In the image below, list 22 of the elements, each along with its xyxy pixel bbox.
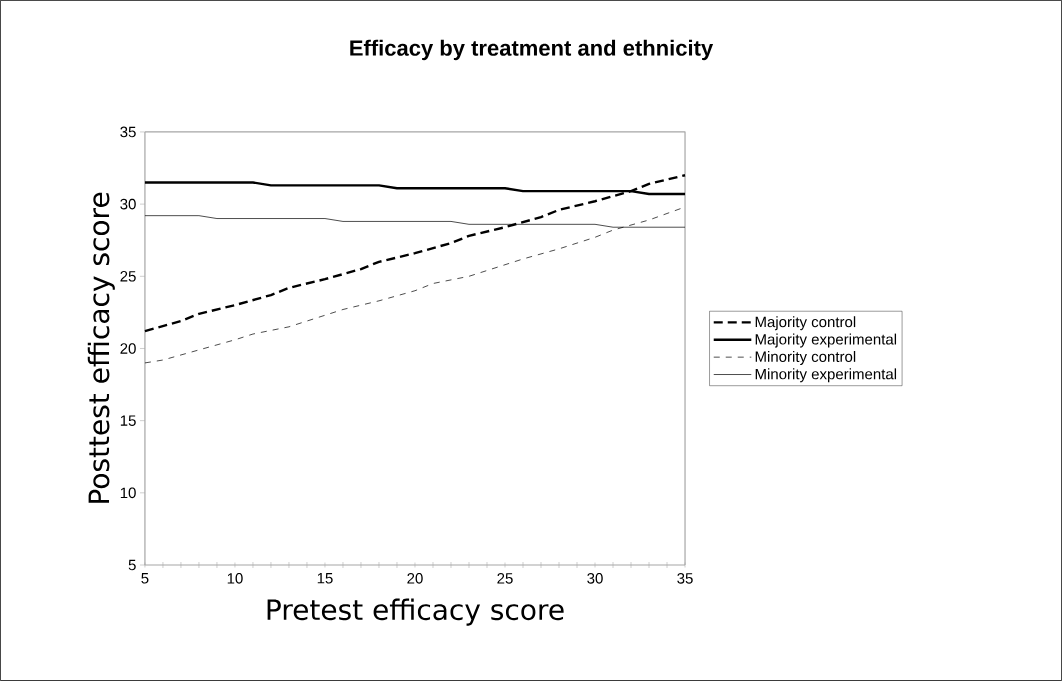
y-tick-label: 30: [120, 198, 136, 210]
y-tick-label: 20: [120, 343, 136, 354]
y-tick-label: 5: [128, 559, 136, 571]
y-tick-label: 35: [120, 126, 136, 138]
y-tick-label: 10: [120, 487, 136, 499]
x-tick-label: 25: [497, 573, 513, 584]
x-tick-label: 10: [227, 573, 243, 584]
x-tick-label: 15: [317, 573, 333, 584]
legend-label: Minority experimental: [755, 368, 897, 383]
x-tick-label: 30: [587, 573, 603, 584]
y-tick-label: 25: [120, 271, 136, 282]
y-axis-title: Posttest efficacy score: [87, 192, 115, 503]
line-series: [143, 174, 687, 333]
x-tick-label: 20: [407, 573, 423, 584]
legend-label: Majority experimental: [755, 333, 897, 348]
chart-title: Efficacy by treatment and ethnicity: [350, 39, 714, 61]
x-tick-label: 35: [677, 573, 693, 584]
x-tick-label: 5: [141, 573, 149, 584]
y-tick-label: 15: [120, 415, 136, 426]
x-axis-title: Pretest efficacy score: [267, 598, 564, 626]
legend-label: Minority control: [755, 351, 856, 365]
legend-label: Majority control: [755, 316, 856, 331]
